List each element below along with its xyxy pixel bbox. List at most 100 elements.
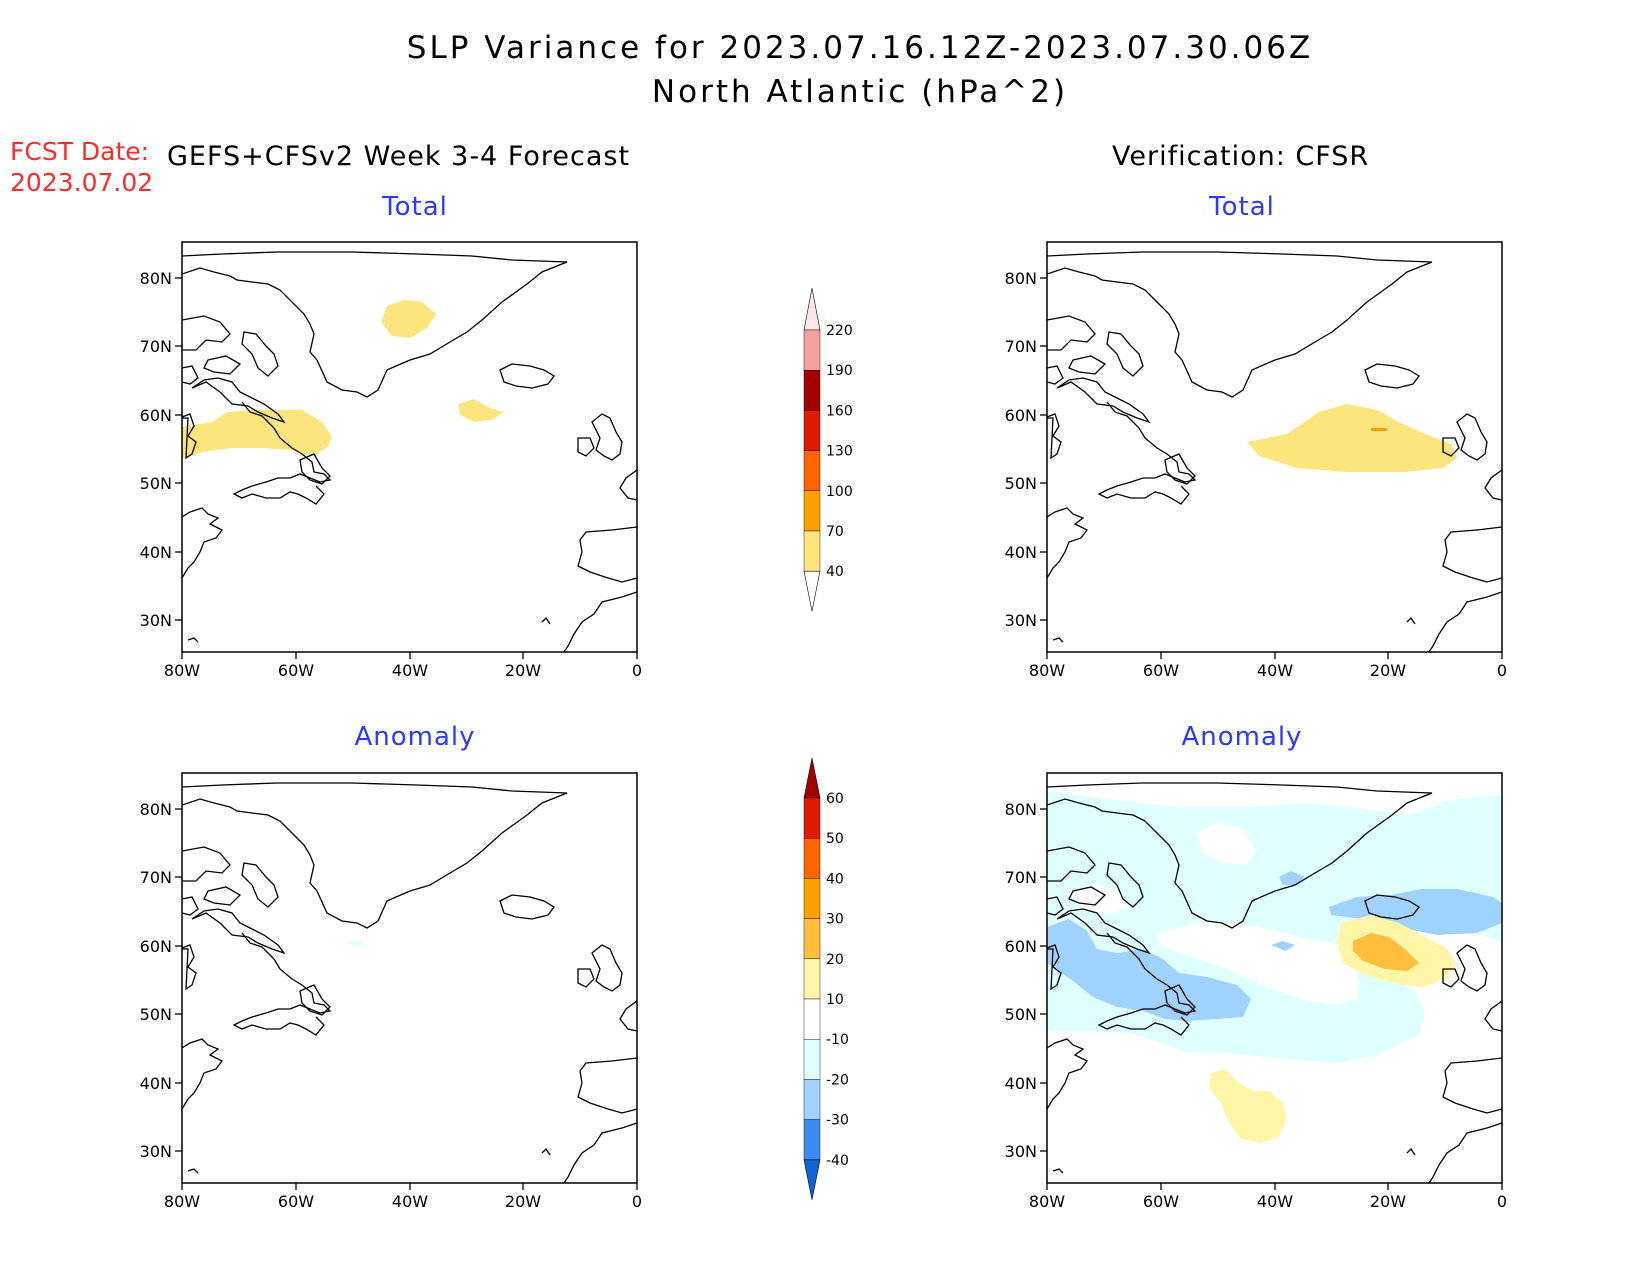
variance-contour [182, 410, 332, 458]
forecast-date-label: FCST Date: [10, 137, 150, 166]
lat-tick-label: 60N [140, 937, 172, 956]
lon-tick-label: 60W [1143, 1192, 1179, 1211]
colorbar-segment [803, 370, 821, 411]
colorbar-cap [803, 1159, 821, 1200]
variance-contour [1247, 404, 1457, 472]
lat-tick-label: 80N [1005, 269, 1037, 288]
colorbar-anomaly: 60 50 40 30 20 10 -10 -20 -30 -40 [803, 757, 849, 1200]
variance-contour [1371, 428, 1387, 431]
lat-tick-label: 40N [140, 543, 172, 562]
map-panel-forecast-total [181, 241, 638, 653]
anomaly-contour [1047, 919, 1251, 1021]
colorbar-cap [803, 570, 821, 612]
lat-tick-label: 60N [1005, 937, 1037, 956]
colorbar-label: 220 [826, 323, 853, 339]
anomaly-contour [348, 939, 364, 947]
colorbar-label: 20 [826, 952, 844, 968]
lat-tick-label: 70N [140, 337, 172, 356]
verification-column-title: Verification: CFSR [1112, 141, 1370, 172]
colorbar-label: -30 [826, 1113, 849, 1129]
map-panel-verification-anomaly [1046, 772, 1503, 1184]
colorbar-segment [803, 410, 821, 451]
lat-tick-label: 40N [1005, 1074, 1037, 1093]
colorbar-label: -10 [826, 1032, 849, 1048]
colorbar-label: 40 [826, 871, 844, 887]
lon-tick-label: 20W [505, 1192, 541, 1211]
lon-tick-label: 0 [632, 1192, 642, 1211]
anomaly-contour [1353, 933, 1419, 971]
anomaly-contour [1209, 1069, 1287, 1143]
lat-tick-label: 50N [140, 474, 172, 493]
lon-tick-label: 80W [164, 661, 200, 680]
lon-tick-label: 20W [1370, 661, 1406, 680]
colorbar-segment [803, 490, 821, 532]
lat-tick-label: 50N [1005, 1005, 1037, 1024]
colorbar-segment [803, 1079, 821, 1120]
lat-tick-label: 40N [1005, 543, 1037, 562]
colorbar-segment [803, 1038, 821, 1080]
lon-tick-label: 40W [392, 1192, 428, 1211]
lon-tick-label: 80W [1029, 661, 1065, 680]
colorbar-segment [803, 998, 821, 1040]
panel-title-forecast-anomaly: Anomaly [354, 722, 476, 752]
colorbar-label: 160 [826, 403, 853, 419]
colorbar-label: 130 [826, 444, 853, 460]
colorbar-segment [803, 329, 821, 371]
colorbar-label: 70 [826, 524, 844, 540]
lat-tick-label: 30N [1005, 611, 1037, 630]
lon-tick-label: 20W [1370, 1192, 1406, 1211]
lon-tick-label: 80W [164, 1192, 200, 1211]
map-panel-forecast-anomaly [181, 772, 638, 1184]
colorbar-segment [803, 1119, 821, 1160]
lon-tick-label: 60W [278, 661, 314, 680]
anomaly-contour [1271, 941, 1295, 951]
colorbar-segment [803, 918, 821, 959]
lon-tick-label: 0 [1497, 661, 1507, 680]
map-panel-verification-total [1046, 241, 1503, 653]
colorbar-segment [803, 450, 821, 492]
colorbar-segment [803, 958, 821, 1000]
colorbar-label: 10 [826, 992, 844, 1008]
lat-tick-label: 80N [140, 269, 172, 288]
anomaly-contour [1197, 823, 1255, 865]
lon-tick-label: 80W [1029, 1192, 1065, 1211]
lat-tick-label: 50N [140, 1005, 172, 1024]
lon-tick-label: 0 [1497, 1192, 1507, 1211]
variance-contour [458, 399, 504, 422]
lon-tick-label: 60W [278, 1192, 314, 1211]
lat-tick-label: 70N [1005, 868, 1037, 887]
panel-title-verification-anomaly: Anomaly [1181, 722, 1303, 752]
lon-tick-label: 40W [1257, 661, 1293, 680]
colorbar-label: 40 [826, 564, 844, 580]
panel-title-forecast-total: Total [382, 192, 448, 222]
lat-tick-label: 30N [140, 611, 172, 630]
colorbar-label: 50 [826, 831, 844, 847]
lon-tick-label: 20W [505, 661, 541, 680]
lat-tick-label: 50N [1005, 474, 1037, 493]
forecast-date-value: 2023.07.02 [10, 168, 154, 197]
lat-tick-label: 60N [140, 406, 172, 425]
lat-tick-label: 60N [1005, 406, 1037, 425]
colorbar-cap [803, 757, 821, 799]
forecast-date: FCST Date: 2023.07.02 [10, 136, 153, 198]
main-subtitle: North Atlantic (hPa^2) [651, 74, 1069, 110]
colorbar-label: -20 [826, 1072, 849, 1088]
colorbar-label: -40 [826, 1153, 849, 1169]
colorbar-segment [803, 797, 821, 839]
lat-tick-label: 80N [1005, 800, 1037, 819]
anomaly-contour [1157, 923, 1359, 1005]
lat-tick-label: 40N [140, 1074, 172, 1093]
colorbar-label: 100 [826, 484, 853, 500]
anomaly-contour [1279, 871, 1305, 885]
colorbar-segment [803, 878, 821, 919]
main-title: SLP Variance for 2023.07.16.12Z-2023.07.… [406, 30, 1314, 66]
lon-tick-label: 0 [632, 661, 642, 680]
lat-tick-label: 30N [1005, 1142, 1037, 1161]
lon-tick-label: 40W [392, 661, 428, 680]
lat-tick-label: 70N [1005, 337, 1037, 356]
colorbar-label: 30 [826, 912, 844, 928]
colorbar-label: 60 [826, 791, 844, 807]
colorbar-segment [803, 838, 821, 879]
map-axes: 80N 70N 60N 50N 40N 30N 80W 60W 40W 20W 0 80N 70N 60N… [140, 269, 1507, 1211]
